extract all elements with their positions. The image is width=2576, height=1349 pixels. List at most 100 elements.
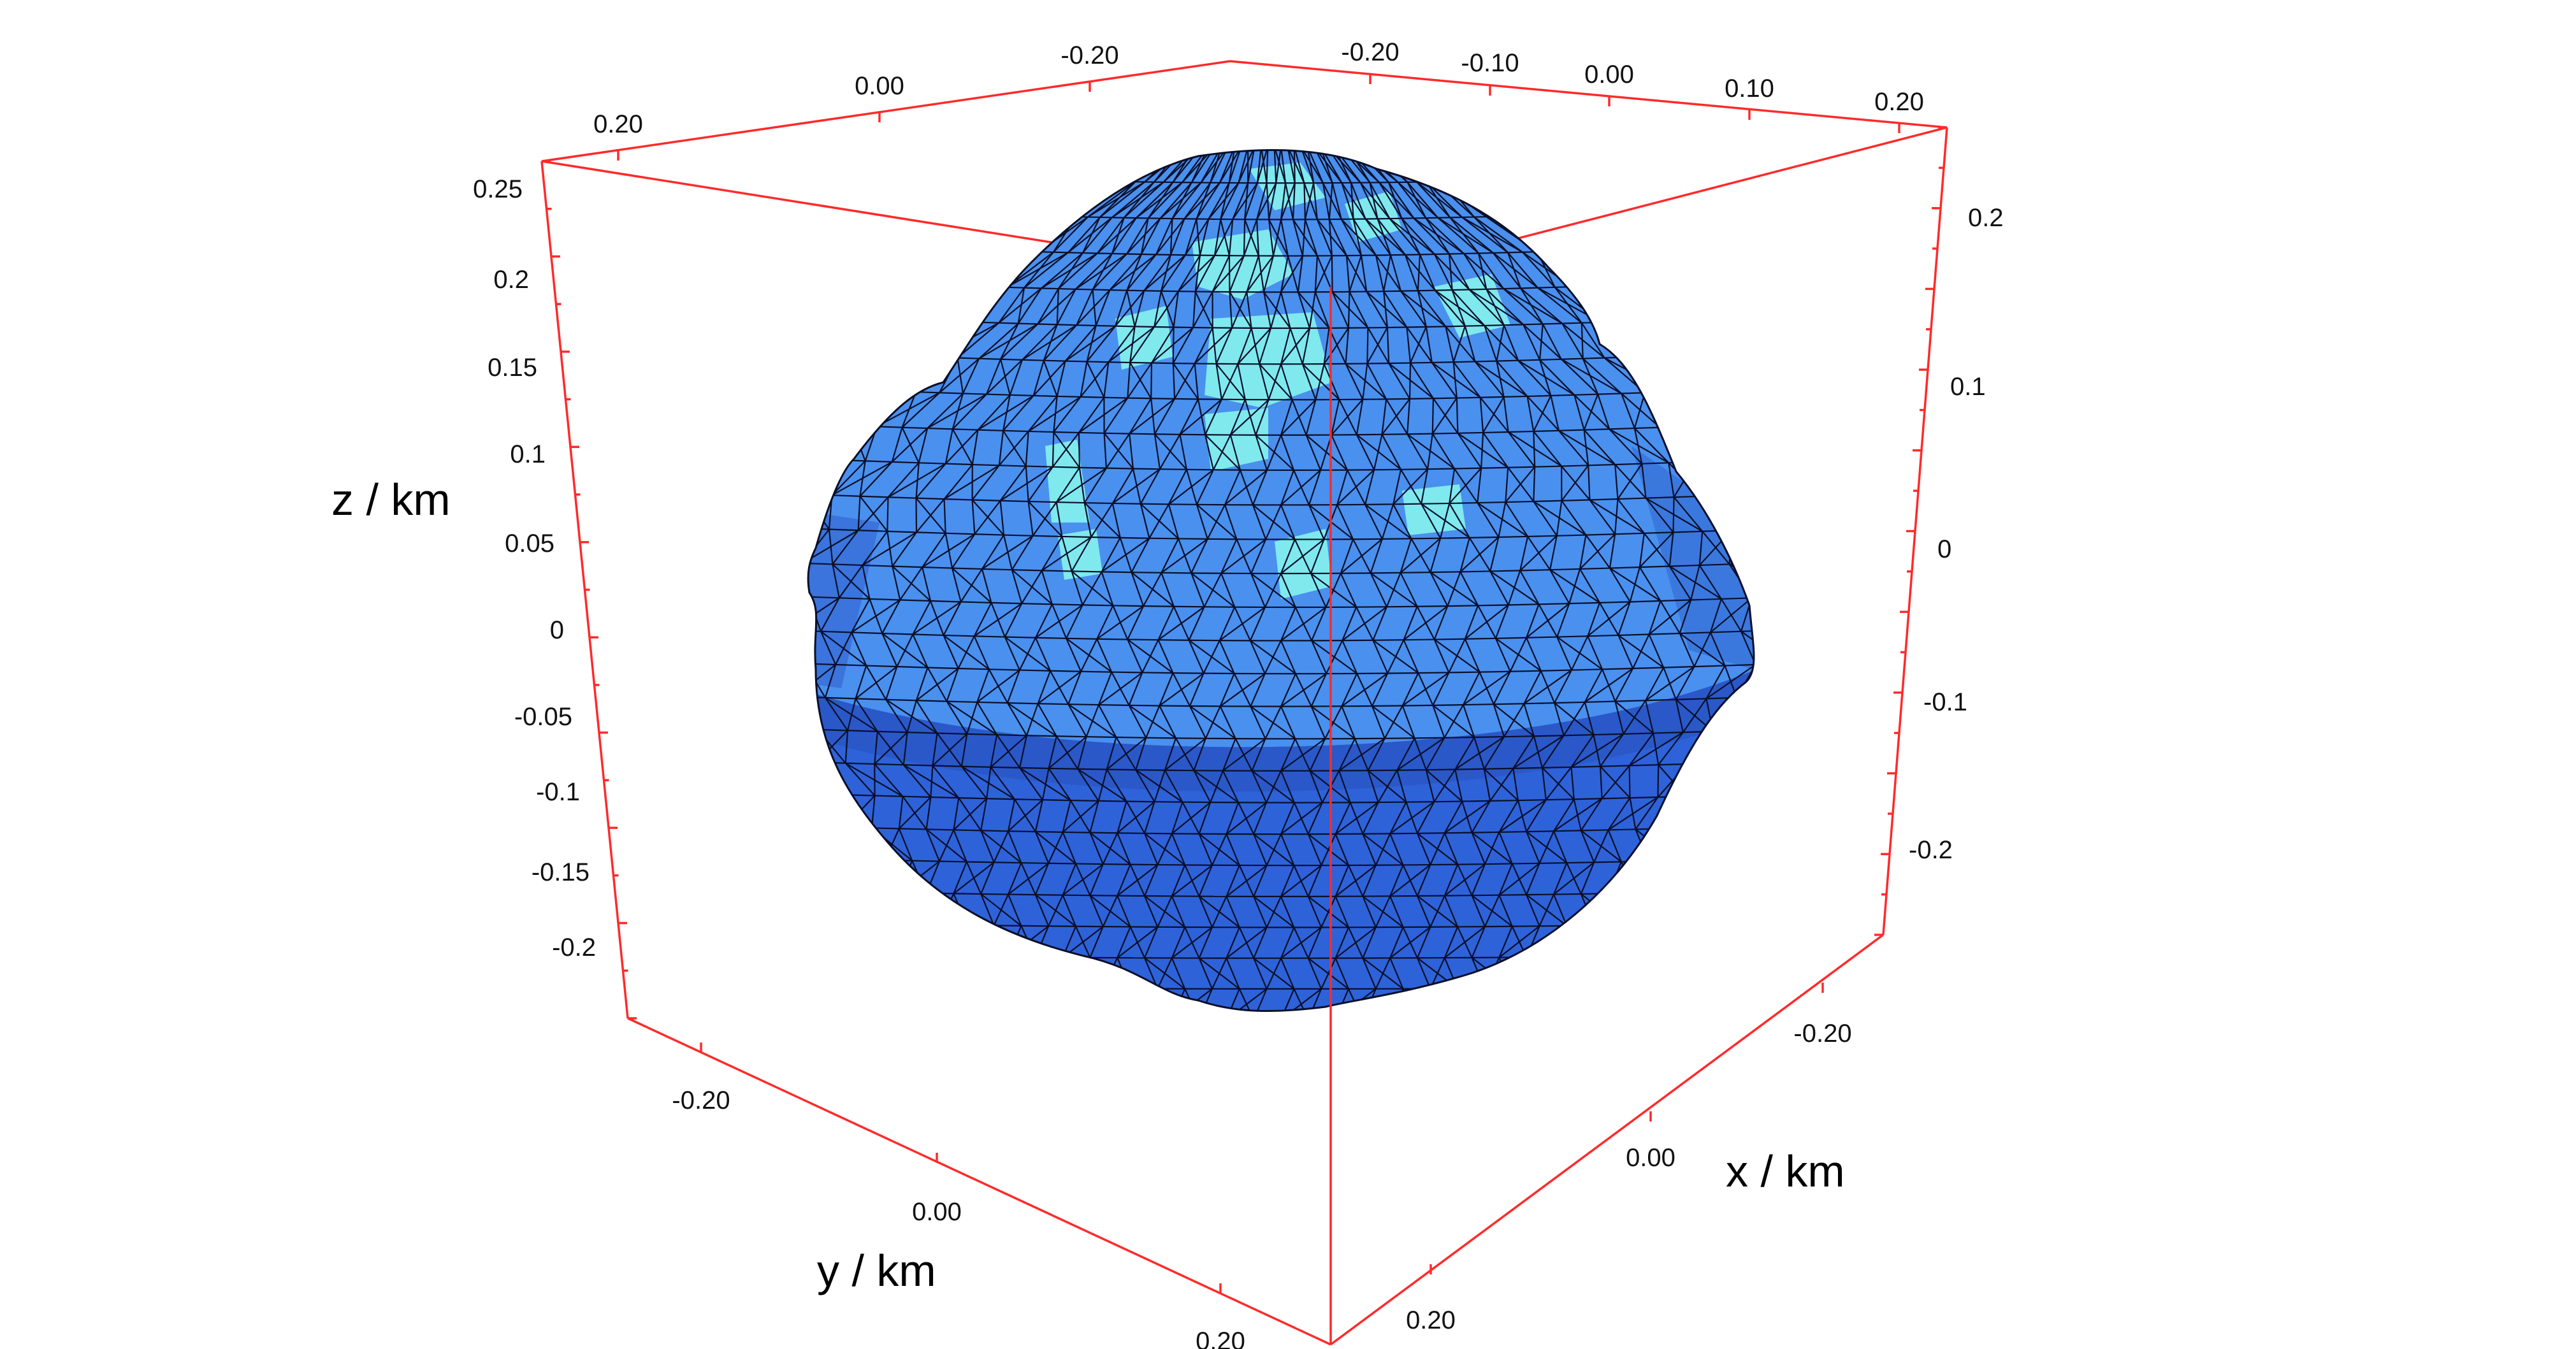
mesh-edge	[1143, 254, 1186, 292]
mesh-edge	[844, 826, 872, 829]
mesh-edge	[1587, 601, 1631, 637]
mesh-edge	[1623, 732, 1654, 735]
mesh-edge	[1444, 704, 1465, 739]
mesh-edge	[1341, 672, 1388, 707]
mesh-edge	[1328, 219, 1333, 256]
mesh-edge	[1484, 832, 1500, 865]
mesh-edge	[1280, 738, 1296, 772]
mesh-edge	[1628, 732, 1654, 767]
mesh-edge	[1264, 640, 1282, 674]
mesh-edge	[1496, 324, 1505, 361]
mesh-edge	[1658, 732, 1684, 765]
mesh-edge	[887, 462, 920, 498]
mesh-edge	[1362, 865, 1377, 897]
mesh-edge	[892, 390, 916, 393]
mesh-edge	[857, 859, 873, 893]
mesh-edge	[1371, 673, 1389, 707]
mesh-edge	[898, 924, 913, 956]
mesh-edge	[1607, 797, 1659, 831]
mesh-edge	[1183, 182, 1220, 220]
mesh-edge	[844, 891, 872, 893]
mesh-edge	[1092, 253, 1113, 290]
mesh-edge	[1115, 290, 1128, 327]
mesh-edge	[1171, 927, 1186, 958]
mesh-edge	[1454, 736, 1505, 770]
mesh-edge	[1226, 865, 1268, 897]
mesh-edge	[1375, 255, 1385, 292]
mesh-edge	[1280, 539, 1296, 574]
mesh-edge	[1433, 639, 1450, 673]
mesh-edge	[912, 601, 962, 635]
mesh-edge	[1219, 705, 1236, 739]
mesh-edge	[1668, 566, 1692, 601]
mesh-edge	[1503, 324, 1519, 361]
mesh-edge	[1730, 987, 1746, 1011]
mesh-edge	[1127, 362, 1152, 399]
mesh-edge	[1266, 435, 1282, 471]
mesh-edge	[990, 766, 1020, 769]
mesh-edge	[1742, 793, 1754, 796]
mesh-edge	[1089, 926, 1104, 958]
mesh-edge	[1350, 182, 1366, 220]
mesh-edge	[760, 630, 774, 663]
mesh-edge	[1445, 325, 1465, 328]
mesh-edge	[1109, 254, 1142, 291]
mesh-edge	[1256, 182, 1277, 220]
mesh-edge	[1745, 760, 1754, 763]
mesh-edge	[1668, 532, 1674, 566]
mesh-edge	[1178, 538, 1208, 540]
z-tick-label: 0.2	[1968, 204, 2004, 232]
mesh-edge	[1280, 469, 1321, 506]
mesh-edge	[1558, 430, 1589, 466]
mesh-edge	[888, 496, 916, 499]
mesh-edge	[1449, 671, 1480, 674]
mesh-edge	[1744, 729, 1754, 763]
mesh-edge	[1213, 219, 1222, 256]
mesh-edge	[1367, 770, 1379, 803]
mesh-edge	[1647, 356, 1693, 392]
mesh-edge	[844, 826, 858, 860]
mesh-edge	[1448, 254, 1453, 291]
mesh-edge	[1127, 362, 1131, 398]
mesh-edge	[1117, 895, 1131, 927]
mesh-edge	[953, 830, 967, 862]
mesh-edge	[1336, 470, 1349, 505]
mesh-edge	[1293, 150, 1296, 184]
mesh-edge	[1519, 570, 1540, 605]
mesh-edge	[966, 702, 978, 735]
mesh-edge	[1607, 830, 1622, 862]
mesh-edge	[981, 568, 992, 603]
mesh-edge	[999, 322, 1018, 324]
mesh-edge	[1574, 394, 1585, 430]
mesh-edge	[1579, 533, 1616, 570]
mesh-edge	[1471, 832, 1486, 865]
mesh-edge	[816, 762, 820, 795]
mesh-edge	[1772, 630, 1802, 631]
mesh-edge	[1402, 704, 1433, 707]
mesh-edge	[1759, 530, 1760, 563]
mesh-edge	[1397, 182, 1439, 219]
axis-ticks	[542, 74, 1947, 1294]
mesh-edge	[1503, 703, 1525, 737]
mesh-edge	[1335, 864, 1377, 897]
mesh-edge	[760, 630, 790, 631]
mesh-edge	[1015, 798, 1043, 801]
mesh-edge	[1463, 253, 1504, 289]
mesh-edge	[1483, 736, 1505, 770]
mesh-edge	[874, 732, 908, 765]
mesh-edge	[1444, 832, 1459, 865]
mesh-edge	[844, 891, 858, 925]
mesh-edge	[952, 393, 987, 430]
mesh-edge	[1602, 667, 1633, 670]
mesh-edge	[1367, 738, 1386, 771]
mesh-edge	[1767, 663, 1817, 697]
mesh-edge	[953, 925, 995, 958]
mesh-edge	[999, 465, 1026, 467]
mesh-edge	[1161, 572, 1192, 574]
mesh-edge	[857, 496, 889, 531]
mesh-edge	[847, 730, 878, 732]
mesh-edge	[1362, 958, 1377, 990]
mesh-edge	[1097, 769, 1108, 802]
mesh-edge	[1067, 671, 1082, 705]
mesh-edge	[1648, 860, 1676, 862]
